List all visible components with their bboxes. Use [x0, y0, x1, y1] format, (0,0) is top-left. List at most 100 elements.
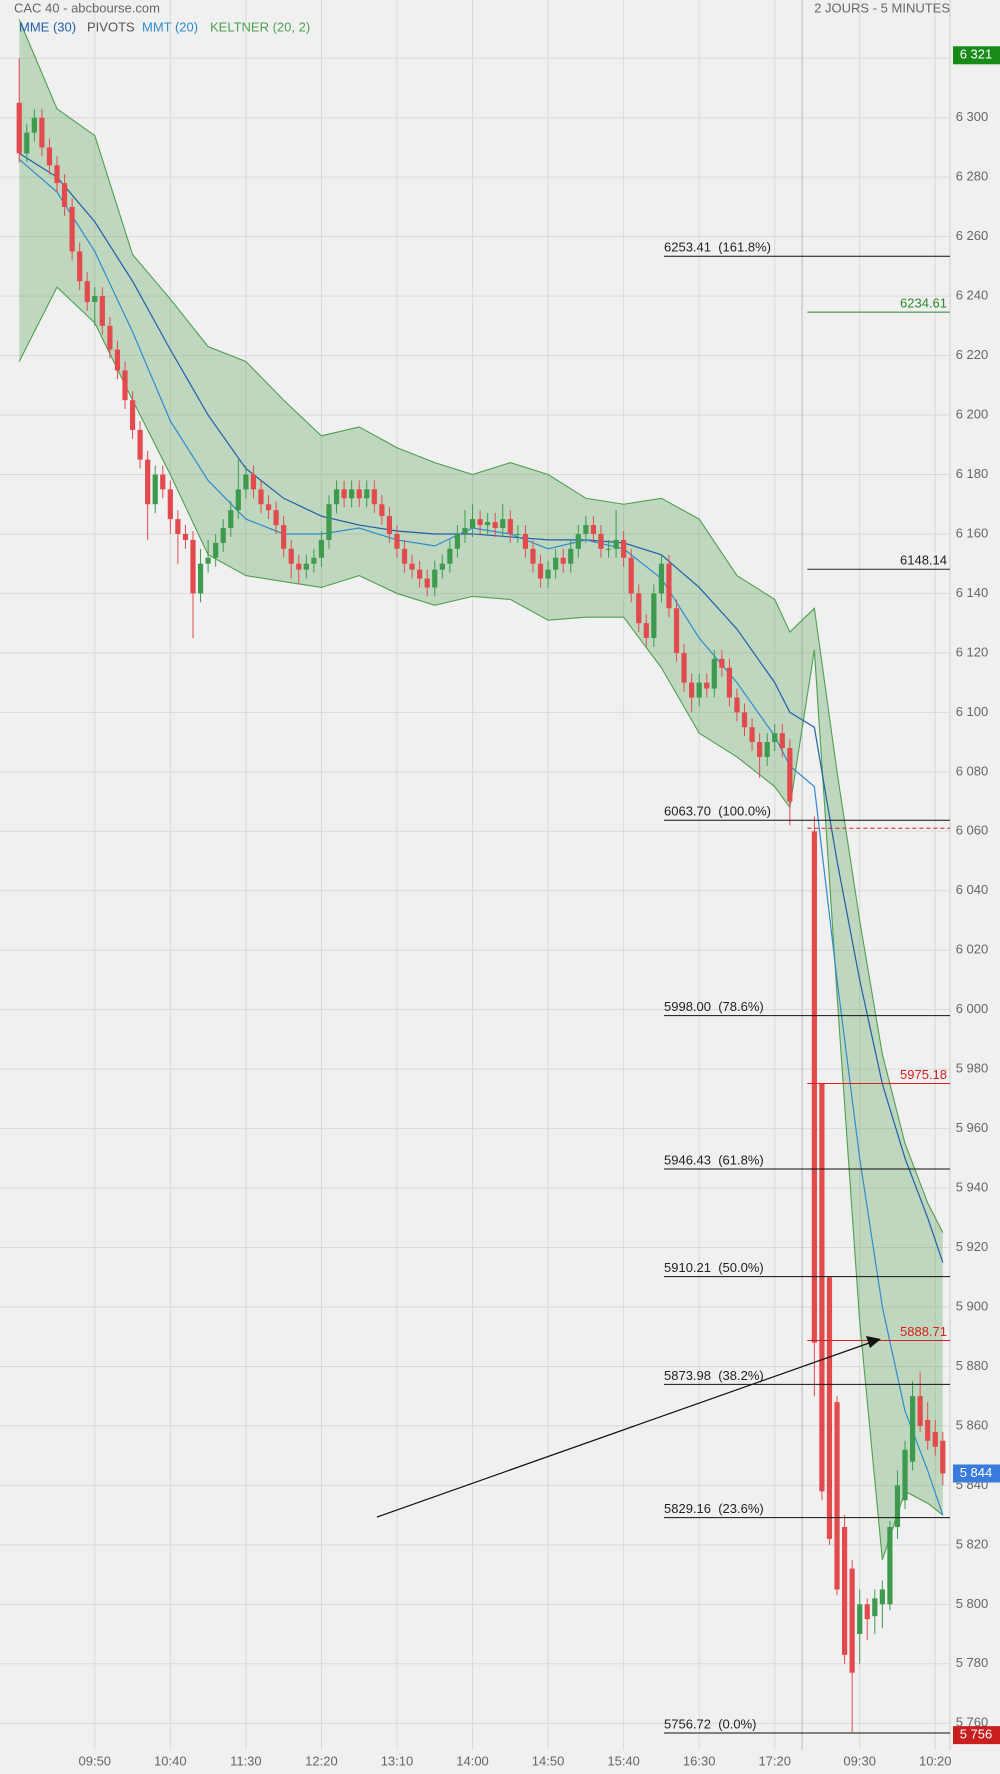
- candle-body: [598, 533, 604, 549]
- legend-item[interactable]: MME (30): [19, 19, 76, 34]
- candle-body: [940, 1440, 946, 1474]
- candle-body: [349, 489, 355, 499]
- candle-body: [726, 667, 733, 698]
- price-tag-label: 5 844: [960, 1465, 993, 1480]
- candle-body: [673, 608, 680, 653]
- candle-body: [432, 569, 438, 588]
- fibonacci-label: 5756.72 (0.0%): [664, 1716, 757, 1731]
- candle-body: [757, 742, 763, 757]
- candle-body: [394, 533, 400, 549]
- x-tick-label: 16:30: [683, 1753, 716, 1768]
- y-tick-label: 5 940: [956, 1180, 989, 1195]
- candle-body: [167, 489, 173, 520]
- candle-body: [228, 510, 234, 529]
- candle-body: [666, 563, 672, 609]
- candle-body: [114, 349, 121, 371]
- candle-body: [522, 533, 529, 549]
- candle-body: [92, 296, 98, 303]
- y-tick-label: 5 920: [956, 1239, 989, 1254]
- candle-body: [704, 682, 710, 689]
- x-tick-label: 12:20: [305, 1753, 338, 1768]
- candle-body: [364, 489, 370, 499]
- price-tag: [953, 1726, 1000, 1745]
- y-tick-label: 6 020: [956, 942, 989, 957]
- y-tick-label: 5 820: [956, 1536, 989, 1551]
- legend-item[interactable]: PIVOTS: [87, 19, 135, 34]
- legend-item[interactable]: KELTNER (20, 2): [210, 19, 310, 34]
- candle-body: [182, 533, 189, 540]
- price-tag: [953, 46, 1000, 65]
- candle-body: [711, 658, 717, 689]
- candle-body: [734, 697, 740, 713]
- candle-body: [281, 525, 287, 549]
- x-tick-label: 09:50: [79, 1753, 112, 1768]
- candle-body: [99, 296, 105, 326]
- y-tick-label: 6 180: [956, 466, 989, 481]
- candle-body: [826, 1277, 833, 1539]
- y-tick-label: 6 220: [956, 347, 989, 362]
- y-tick-label: 5 860: [956, 1417, 989, 1432]
- candle-body: [583, 525, 589, 534]
- candle-body: [265, 504, 272, 511]
- candle-body: [537, 563, 544, 579]
- candle-body: [356, 489, 362, 499]
- candle-body: [500, 519, 506, 529]
- candle-body: [864, 1604, 870, 1620]
- legend-item[interactable]: MMT (20): [142, 19, 198, 34]
- fibonacci-label: 5829.16 (23.6%): [664, 1501, 764, 1516]
- candle-body: [401, 548, 408, 564]
- candle-body: [568, 548, 574, 564]
- candle-body: [811, 831, 817, 1343]
- candle-body: [326, 504, 332, 540]
- candle-body: [220, 528, 226, 543]
- candle-body: [439, 563, 445, 570]
- candle-body: [122, 370, 128, 401]
- fibonacci-label: 6063.70 (100.0%): [664, 804, 771, 819]
- pivot-label: 6148.14: [900, 553, 947, 568]
- trend-arrow: [376, 1341, 873, 1518]
- candle-body: [160, 474, 166, 490]
- candle-body: [54, 165, 60, 184]
- candle-body: [152, 474, 158, 505]
- y-tick-label: 5 880: [956, 1358, 989, 1373]
- candle-body: [447, 548, 453, 564]
- candle-body: [258, 489, 264, 505]
- candle-body: [296, 563, 302, 570]
- candle-body: [205, 557, 211, 564]
- candle-body: [341, 489, 347, 499]
- candle-body: [84, 281, 90, 303]
- x-tick-label: 11:30: [230, 1753, 262, 1768]
- candle-body: [834, 1402, 840, 1590]
- candle-body: [424, 578, 430, 588]
- candle-body: [530, 548, 536, 564]
- candle-body: [621, 539, 627, 558]
- candle-body: [879, 1589, 885, 1605]
- candle-body: [477, 519, 483, 526]
- y-tick-label: 6 000: [956, 1001, 989, 1016]
- x-tick-label: 15:40: [607, 1753, 640, 1768]
- candle-body: [658, 563, 665, 594]
- x-tick-label: 14:00: [456, 1753, 489, 1768]
- x-tick-label: 13:10: [381, 1753, 414, 1768]
- x-tick-label: 10:40: [154, 1753, 187, 1768]
- candle-body: [696, 682, 702, 698]
- y-tick-label: 6 260: [956, 228, 989, 243]
- candle-body: [787, 748, 793, 802]
- candle-body: [235, 489, 241, 511]
- y-tick-label: 5 760: [956, 1715, 989, 1730]
- moving-average: [18, 158, 944, 1516]
- candle-body: [689, 682, 695, 698]
- candle-body: [288, 548, 294, 564]
- y-tick-label: 6 040: [956, 882, 989, 897]
- candle-body: [917, 1396, 923, 1426]
- candle-body: [31, 117, 37, 133]
- candle-body: [909, 1396, 916, 1462]
- candle-body: [643, 623, 649, 639]
- candle-body: [469, 519, 476, 529]
- x-tick-label: 09:30: [843, 1753, 876, 1768]
- candle-body: [872, 1598, 878, 1617]
- candle-body: [779, 733, 785, 749]
- candle-body: [24, 132, 30, 154]
- candle-body: [145, 459, 151, 505]
